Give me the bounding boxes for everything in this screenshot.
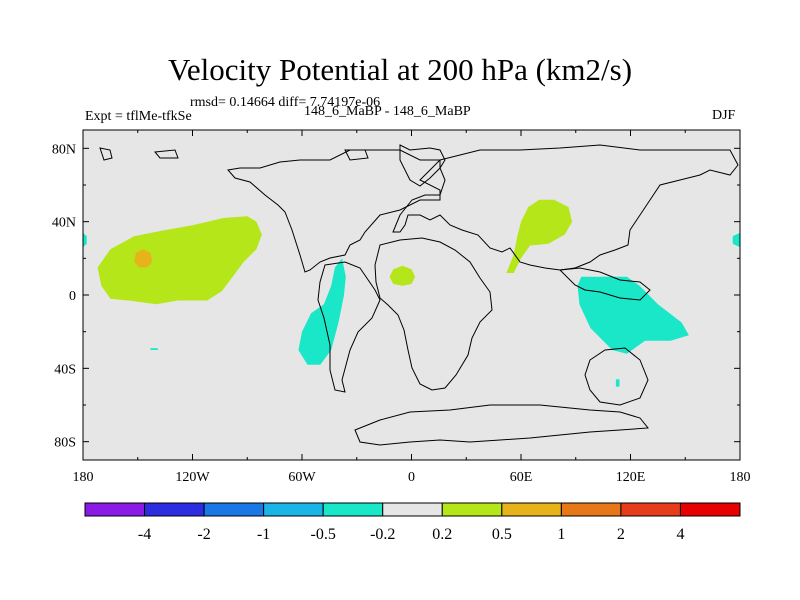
anomaly-dateline-negative-east [732, 232, 740, 248]
coastline-south-america [317, 261, 381, 393]
colorbar-box [382, 502, 443, 517]
y-tick-label: 40S [54, 362, 76, 377]
colorbar-label: 0.5 [492, 526, 512, 543]
colorbar-box [322, 502, 384, 517]
colorbar-box [203, 502, 265, 517]
anomaly-africa-positive [389, 265, 416, 286]
coastline-greenland [399, 144, 446, 187]
colorbar-label: 1 [557, 526, 565, 543]
y-tick-label: 80N [52, 142, 76, 157]
y-tick-label: 0 [69, 289, 76, 304]
coastlines [99, 144, 739, 446]
colorbar-box [620, 502, 681, 517]
case-label: 148_6_MaBP - 148_6_MaBP [304, 104, 471, 119]
y-tick-label: 80S [54, 436, 76, 451]
colorbar-box [560, 502, 622, 517]
colorbar-label: -2 [197, 526, 210, 543]
coastline-southeast-asia [558, 267, 651, 301]
colorbar-label: 4 [676, 526, 684, 543]
colorbar-box [84, 502, 146, 517]
chart-title: Velocity Potential at 200 hPa (km2/s) [167, 52, 633, 87]
colorbar-box [441, 502, 503, 517]
x-tick-label: 0 [408, 470, 415, 485]
coastline-africa [374, 237, 493, 391]
x-tick-label: 60E [510, 470, 533, 485]
x-tick-label: 120W [175, 470, 210, 485]
colorbar-label: -0.2 [370, 526, 395, 543]
coastline-australia [584, 347, 649, 406]
experiment-label: Expt = tflMe-tfkSe [85, 109, 192, 124]
stats-line: rmsd= 0.14664 diff= 7.74197e-06 [190, 95, 381, 110]
colorbar-box [501, 502, 562, 517]
x-tick-label: 180 [73, 470, 94, 485]
anomaly-asia-positive [506, 199, 573, 273]
map-plot-area [83, 130, 740, 460]
coastline-antarctica [354, 404, 649, 446]
season-label: DJF [712, 108, 736, 123]
anomaly-central-pacific-positive [97, 216, 262, 305]
coastline-arctic-islands [99, 147, 369, 161]
coastline-eurasia [392, 144, 739, 271]
anomaly-small-negative-south-pacific [150, 348, 158, 350]
anomaly-dateline-negative-west [83, 232, 87, 248]
y-tick-label: 40N [52, 216, 76, 231]
colorbar-label: -0.5 [311, 526, 336, 543]
anomaly-small-negative-indian-ocean [615, 379, 620, 387]
x-tick-label: 60W [288, 470, 316, 485]
axes: 180 120W 60W 0 60E 120E 180 80N 40N 0 40S 80S [52, 129, 751, 485]
colorbar-label: -4 [138, 526, 151, 543]
colorbar-label: 0.2 [432, 526, 452, 543]
x-tick-label: 180 [730, 470, 751, 485]
colorbar-box [144, 502, 205, 517]
x-tick-label: 120E [616, 470, 646, 485]
colorbar-label: 2 [617, 526, 625, 543]
colorbar-box [263, 502, 324, 517]
colorbar: -4 -2 -1 -0.5 -0.2 0.2 0.5 1 2 4 [84, 502, 741, 543]
anomaly-maritime-continent-negative [577, 276, 689, 354]
coastline-north-america [227, 149, 442, 273]
colorbar-label: -1 [257, 526, 270, 543]
colorbar-box [679, 502, 741, 517]
anomaly-central-pacific-peak [134, 249, 153, 268]
